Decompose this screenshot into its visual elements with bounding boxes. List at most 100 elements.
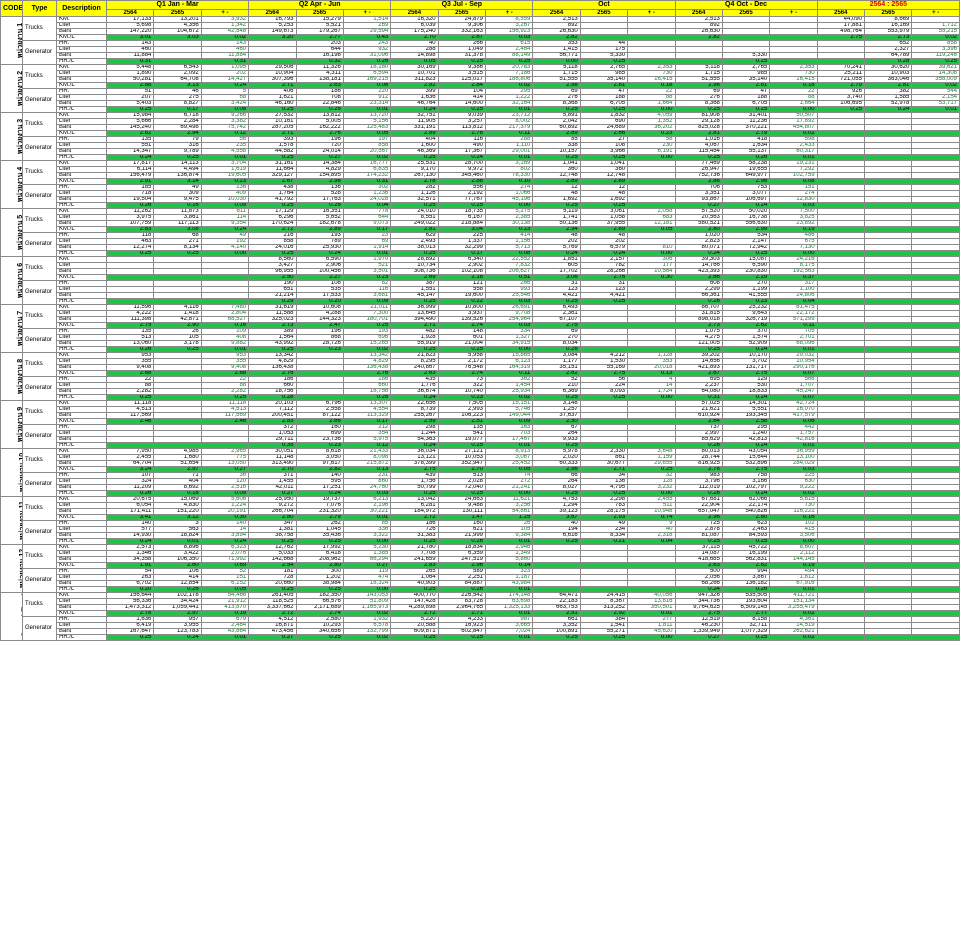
value-cell: 0.01 xyxy=(200,634,250,641)
sub-header: 2565 xyxy=(153,9,202,17)
col-description-header: Description xyxy=(56,0,107,17)
table-row: Liter 463 271 192 858 789 69 2,493 1,337 1,156 202… xyxy=(1,238,960,245)
type-label: Trucks xyxy=(22,496,57,521)
period-header-q3: Q3 Jul - Sep xyxy=(390,0,534,10)
value-cell: 0.27 xyxy=(248,634,297,641)
period-header-q1: Q1 Jan - Mar xyxy=(105,0,250,10)
period-header-total: 2564 : 2565 xyxy=(816,0,960,10)
value-cell: 0.01 xyxy=(484,634,534,641)
type-label: Trucks xyxy=(22,64,57,89)
type-label: Generator xyxy=(22,184,57,209)
table-row: HR./L 0.29 0.20 0.09 0.25 0.22 0.03 0.25 0.25 0.2… xyxy=(1,298,960,305)
sub-header: 2565 xyxy=(721,9,771,17)
group-code: Grand Total xyxy=(0,592,23,641)
table-row: หน่วยงาน 9TrucksKM.11,11811,11820,1036,7… xyxy=(0,400,960,449)
table-row: HR./L 0.20 0.26 0.05 0.25 0.25 0.00 0.25 0.26 0.0… xyxy=(1,586,960,593)
group-code: หน่วยงาน 8 xyxy=(0,352,23,401)
table-row: KM./L 1.91 2.60 0.69 2.54 2.80 0.27 2.83 2.96 0.1… xyxy=(1,562,960,569)
type-label: Trucks xyxy=(22,592,57,617)
type-label: Generator xyxy=(22,40,57,65)
value-cell: 0.25 xyxy=(721,634,771,641)
group-code: หน่วยงาน 10 xyxy=(0,448,23,497)
sub-header: + - xyxy=(484,9,534,17)
sub-header: + - xyxy=(911,9,960,17)
col-type-header: Type xyxy=(22,0,57,17)
value-cell xyxy=(863,634,913,641)
type-label: Trucks xyxy=(22,448,57,473)
group-code: หน่วยงาน 1 xyxy=(0,16,23,65)
table-row: Liter 1,346 3,422 2,076 5,033 6,418 1,385 7,708… xyxy=(1,550,960,557)
sub-header: 2564 xyxy=(390,9,439,17)
table-row: Liter 56,336 34,424 21,912 118,525 66,576 51,8… xyxy=(1,598,960,605)
group-code: หน่วยงาน 11 xyxy=(0,496,23,545)
table-row: Liter 324 404 120 1,455 595 860 1,756 2,028 272 26… xyxy=(1,478,960,485)
group-code: หน่วยงาน 5 xyxy=(0,208,23,257)
type-label: Trucks xyxy=(22,352,57,377)
value-cell: 0.25 xyxy=(437,634,487,641)
group-code: หน่วยงาน 3 xyxy=(0,112,23,161)
table-row: หน่วยงาน 2TrucksKM.5,4486,5431,09529,506… xyxy=(0,64,960,113)
group-code: หน่วยงาน 2 xyxy=(0,64,23,113)
table-row: Liter 5,666 2,284 3,382 10,161 5,005 5,156 11,9… xyxy=(1,118,960,125)
table-row: KM./L 2.82 2.94 0.12 2.71 2.76 0.05 2.89 2.78 0.1… xyxy=(1,130,960,137)
value-cell: 0.25 xyxy=(579,634,629,641)
table-row: KM./L 2.88 3.13 0.24 2.71 2.63 0.08 2.82 2.84 0.0… xyxy=(1,82,960,89)
table-row: HR./L 0.35 0.23 0.12 0.24 0.25 0.01 0.25 0.26 0.2… xyxy=(1,442,960,449)
period-header-q4: Q4 Oct - Dec xyxy=(674,0,818,10)
sub-header: + - xyxy=(200,9,250,17)
value-cell: 0.25 xyxy=(295,634,344,641)
type-label: Generator xyxy=(22,280,57,305)
value-cell: 0.02 xyxy=(769,634,818,641)
sub-header: 2565 xyxy=(295,9,344,17)
table-row: KM./L 3.24 2.97 0.27 2.70 2.82 0.13 2.75 2.70 0.0… xyxy=(1,466,960,473)
type-label: Generator xyxy=(22,472,57,497)
sub-header: 2565 xyxy=(579,9,629,17)
table-row: Baht 6,702 12,854 6,152 20,660 38,984 18,324 40… xyxy=(1,580,960,587)
table-row: Baht 167,647 123,783 43,864 473,456 340,656 13… xyxy=(1,628,960,635)
group-code: หน่วยงาน 9 xyxy=(0,400,23,449)
type-label: Trucks xyxy=(22,160,57,185)
value-cell xyxy=(816,634,866,641)
type-label: Generator xyxy=(22,568,57,593)
sub-header: 2564 xyxy=(816,9,866,17)
table-row: Generator HR. 54 106 52 181 300 119 265 589 323 500… xyxy=(1,568,960,593)
table-row: KM./L 3.41 3.12 0.30 2.80 2.79 0.01 2.72 1.47 1.2… xyxy=(1,514,960,521)
group-code: หน่วยงาน 4 xyxy=(0,160,23,209)
table-row: หน่วยงาน 12 Trucks KM. 2,573 8,896 6,323 12,76… xyxy=(0,544,960,593)
type-label: Generator xyxy=(22,136,57,161)
sub-header: 2564 xyxy=(674,9,723,17)
value-cell: 0.25 xyxy=(532,634,581,641)
sub-header: 2564 xyxy=(532,9,581,17)
table-row: Baht 14,347 9,789 4,558 44,582 24,014 20,567 46… xyxy=(1,148,960,155)
sub-header: 2565 xyxy=(437,9,487,17)
type-label: Generator xyxy=(22,328,57,353)
type-label: Trucks xyxy=(22,16,57,41)
table-row: Baht 2,282 2,282 18,756 18,756 36,674 10,740 25… xyxy=(1,388,960,395)
table-row: KM./L 2.75 2.90 0.16 2.73 2.47 0.25 2.71 2.74 0.0… xyxy=(1,322,960,329)
table-row: KM./L 2.50 2.27 0.23 2.69 2.18 0.51 3.06 2.76 0.3… xyxy=(1,274,960,281)
table-row: Baht 11,209 8,692 2,516 42,011 17,251 24,760 50… xyxy=(1,484,960,491)
value-cell: 0.27 xyxy=(674,634,723,641)
type-label: Trucks xyxy=(22,208,57,233)
sub-header: + - xyxy=(769,9,818,17)
sub-header: 2565 xyxy=(863,9,913,17)
table-row: Baht 34,358 106,350 71,992 142,668 208,962 66,… xyxy=(1,556,960,563)
type-label: Generator xyxy=(22,88,57,113)
sub-header: 2564 xyxy=(105,9,155,17)
table-row: หน่วยงาน 5TrucksKM.11,26211,87361117,129… xyxy=(0,208,960,257)
table-row: KM./L 2.91 3.14 0.23 2.67 2.98 0.31 2.78 2.88 0.1… xyxy=(1,178,960,185)
group-code: หน่วยงาน 12 xyxy=(0,544,23,593)
row-label: HR./L xyxy=(56,634,107,641)
type-label: Trucks xyxy=(22,400,57,425)
table-row: Liter 4,513 4,513 7,112 2,558 4,554 8,739 2,993… xyxy=(1,406,960,413)
col-code-header: CODE xyxy=(0,0,23,17)
table-row: Liter 6,054 4,830 1,224 9,272 7,076 2,196 6,281… xyxy=(1,502,960,509)
table-row: Baht 29,711 23,736 5,975 54,363 19,077 17,467 9… xyxy=(1,436,960,443)
type-label: Generator xyxy=(22,616,57,641)
table-row: HR./L 0.26 0.25 0.01 0.25 0.23 0.02 0.25 0.25 0.0… xyxy=(1,346,960,353)
group-code: หน่วยงาน 6 xyxy=(0,256,23,305)
period-header-oct: Oct xyxy=(532,0,676,10)
value-cell: 0.24 xyxy=(153,634,202,641)
table-row: Liter 551 316 235 1,578 720 858 1,600 490 1,110 33… xyxy=(1,142,960,149)
